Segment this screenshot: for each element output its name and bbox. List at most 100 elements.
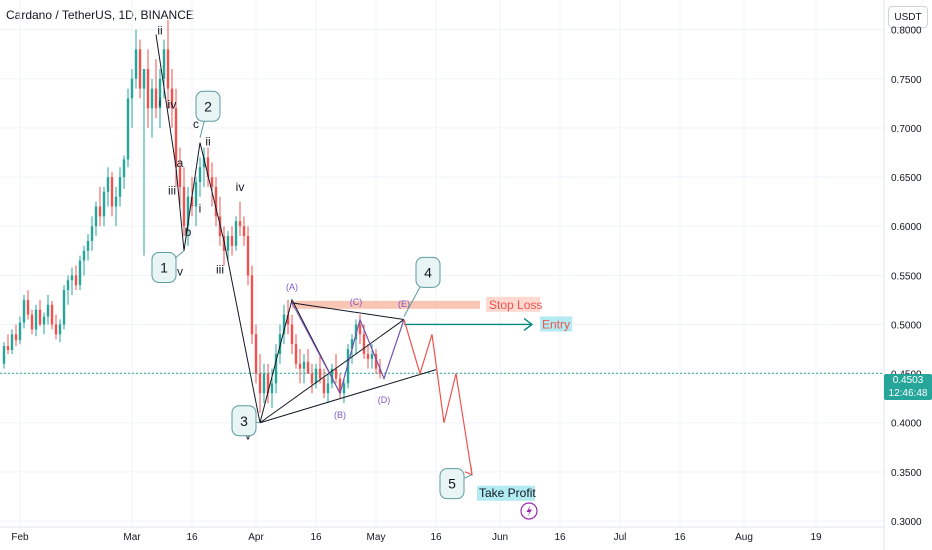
wave-label: v: [177, 264, 183, 278]
time-tick-label: Jun: [492, 532, 508, 543]
candle-body: [58, 324, 62, 335]
candle-body: [298, 363, 302, 369]
candle-body: [154, 88, 158, 109]
wave-labels: iiiivaiiibvciiiiviiiv(A)(B)(C)(D)(E): [157, 24, 410, 443]
candle-body: [190, 196, 194, 207]
time-tick-label: 19: [810, 532, 822, 543]
entry-label-bg: [540, 316, 572, 332]
price-axis: 0.8000 0.7500 0.7000 0.6500 0.6000 0.5500 0.50…: [891, 26, 922, 528]
trade-annotations[interactable]: Stop Loss Entry Take Profit: [479, 298, 570, 500]
candle-body: [82, 250, 86, 261]
time-tick-label: Aug: [735, 532, 753, 543]
candle-body: [130, 78, 134, 99]
candle-body: [370, 353, 374, 359]
time-tick-label: 16: [310, 532, 322, 543]
candle-body: [286, 314, 290, 325]
candle-body: [106, 177, 110, 192]
candle-body: [74, 275, 78, 286]
time-axis: Feb Mar 16 Apr 16 May 16 Jun 16 Jul 16 Aug 19: [11, 532, 822, 543]
candle-body: [110, 177, 114, 207]
price-tick-label: 0.3500: [891, 468, 922, 479]
chart-title: Cardano / TetherUS, 1D, BINANCE: [6, 8, 194, 22]
candle-body: [270, 383, 274, 394]
candle-body: [358, 324, 362, 335]
candle-body: [66, 280, 70, 291]
stop-loss-zone: [292, 300, 480, 309]
take-profit-label-bg: [477, 485, 535, 501]
candle-body: [266, 373, 270, 394]
time-tick-label: 16: [554, 532, 566, 543]
time-tick-label: Apr: [248, 532, 264, 543]
time-tick-label: Jul: [614, 532, 627, 543]
candle-body: [34, 309, 38, 330]
price-tick-label: 0.8000: [891, 26, 922, 37]
candle-body: [238, 221, 242, 227]
wave-bubble-label: 2: [204, 98, 212, 114]
wave-bubble: [415, 256, 441, 288]
candle-body: [90, 226, 94, 241]
wave-bubble-label: 4: [424, 264, 432, 280]
wave-label: iii: [168, 184, 176, 198]
candle-body: [134, 49, 138, 79]
wave-bubble-label: 5: [448, 476, 456, 492]
price-tick-label: 0.7500: [891, 75, 922, 86]
wave-label: ii: [157, 24, 162, 38]
candle-body: [302, 361, 306, 369]
candle-body: [262, 373, 266, 394]
price-tick-label: 0.5500: [891, 271, 922, 282]
wave-bubbles[interactable]: 1 2 3 4 5: [151, 90, 473, 500]
candle-body: [258, 373, 262, 394]
candle-body: [2, 346, 6, 364]
candle-body: [118, 177, 122, 197]
candle-body: [158, 78, 162, 109]
candle-body: [194, 181, 198, 207]
entry-arrow-icon: [523, 317, 534, 332]
price-tick-label: 0.6500: [891, 173, 922, 184]
candle-body: [374, 353, 378, 369]
time-tick-label: 16: [430, 532, 442, 543]
candle-body: [86, 240, 90, 251]
projection-path: [403, 319, 473, 475]
wave-label: iii: [216, 262, 224, 276]
pattern-path: [291, 302, 405, 395]
candle-body: [346, 349, 350, 384]
wave-label: b: [185, 225, 192, 239]
currency-selector[interactable]: USDT: [888, 6, 928, 28]
candle-body: [50, 304, 54, 325]
candle-body: [294, 344, 298, 364]
wave-label: i: [199, 201, 202, 215]
last-price-value: 0.4503: [892, 375, 924, 386]
candle-body: [46, 304, 50, 317]
candle-body: [362, 334, 366, 354]
candle-body: [138, 49, 142, 89]
triangle-line: [259, 369, 437, 424]
wave-bubble-label: 1: [160, 259, 168, 275]
candle-body: [22, 299, 26, 323]
candle-body: [78, 260, 82, 286]
candle-body: [114, 196, 118, 207]
entry-label: Entry: [542, 317, 570, 331]
triangle-line: [291, 302, 405, 321]
candle-body: [250, 275, 254, 335]
stop-loss-label: Stop Loss: [489, 298, 542, 312]
time-tick-label: 16: [186, 532, 198, 543]
candle-body: [146, 68, 150, 109]
candle-body: [282, 314, 286, 335]
candle-body: [150, 88, 154, 109]
candle-body: [350, 339, 354, 350]
drawings[interactable]: [155, 34, 572, 501]
lightning-icon[interactable]: [520, 502, 538, 520]
candle-body: [334, 368, 338, 379]
candle-body: [366, 353, 370, 359]
candle-body: [42, 316, 46, 325]
time-tick-label: May: [367, 532, 386, 543]
candle-body: [6, 346, 10, 351]
candle-body: [206, 157, 210, 178]
candle-body: [234, 221, 238, 246]
candle-body: [26, 299, 30, 315]
candle-body: [174, 108, 178, 168]
wave-bubble: [151, 251, 177, 283]
candle-body: [326, 383, 330, 394]
candle-body: [62, 290, 66, 325]
